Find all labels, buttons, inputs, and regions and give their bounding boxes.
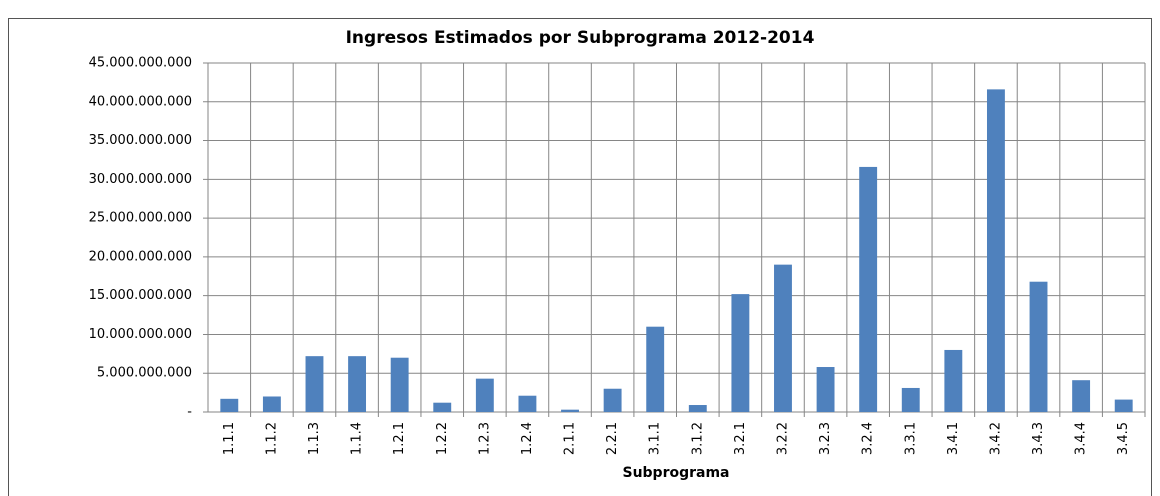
bar	[1072, 380, 1091, 412]
y-tick-label: 10.000.000.000	[89, 327, 192, 342]
bar	[390, 357, 409, 412]
bar	[1114, 399, 1133, 412]
chart-title: Ingresos Estimados por Subprograma 2012-…	[346, 28, 815, 48]
x-tick-label: 3.2.2	[775, 422, 790, 455]
bar	[944, 349, 963, 412]
y-tick-label: 15.000.000.000	[89, 288, 192, 303]
bar	[475, 378, 494, 412]
bar	[816, 367, 835, 412]
y-tick-label: 25.000.000.000	[89, 211, 192, 226]
bar	[986, 89, 1005, 412]
y-tick-label: -	[187, 405, 192, 420]
bar	[305, 356, 324, 412]
bar	[220, 398, 239, 412]
bar	[774, 264, 792, 412]
x-tick-label: 1.2.2	[435, 422, 450, 455]
bar	[348, 356, 367, 412]
x-axis-label: Subprograma	[622, 465, 729, 481]
bar	[859, 166, 878, 412]
x-tick-label: 3.3.1	[903, 422, 918, 455]
x-tick-label: 3.2.1	[733, 422, 748, 455]
x-tick-label: 3.4.4	[1074, 422, 1089, 455]
x-tick-label: 3.4.1	[946, 422, 961, 455]
y-tick-label: 5.000.000.000	[97, 366, 192, 381]
x-tick-label: 1.1.2	[264, 422, 279, 455]
x-tick-label: 1.1.4	[350, 422, 365, 455]
x-tick-label: 3.1.1	[648, 422, 663, 455]
y-tick-label: 35.000.000.000	[89, 133, 192, 148]
bar	[688, 405, 707, 412]
x-tick-label: 3.4.3	[1031, 422, 1046, 455]
y-tick-label: 30.000.000.000	[89, 172, 192, 187]
bar	[561, 409, 579, 412]
x-tick-label: 3.4.5	[1116, 422, 1131, 455]
x-tick-label: 2.1.1	[563, 422, 578, 455]
x-tick-label: 3.2.4	[861, 422, 876, 455]
x-tick-label: 3.2.3	[818, 422, 833, 455]
x-tick-label: 1.2.1	[392, 422, 407, 455]
bar	[646, 326, 665, 412]
x-tick-label: 3.4.2	[988, 422, 1003, 455]
bar	[731, 294, 750, 412]
y-tick-label: 45.000.000.000	[89, 56, 192, 71]
bar	[603, 388, 622, 412]
bar	[433, 402, 452, 412]
x-tick-label: 2.2.1	[605, 422, 620, 455]
x-tick-label: 1.1.3	[307, 422, 322, 455]
y-tick-label: 20.000.000.000	[89, 249, 192, 264]
bar	[1029, 281, 1048, 412]
bar	[901, 387, 920, 412]
y-tick-label: 40.000.000.000	[89, 94, 192, 109]
bar	[518, 395, 537, 412]
bar	[262, 396, 281, 412]
x-tick-label: 1.2.4	[520, 422, 535, 455]
x-tick-label: 3.1.2	[690, 422, 705, 455]
x-tick-label: 1.1.1	[222, 422, 237, 455]
x-tick-label: 1.2.3	[477, 422, 492, 455]
